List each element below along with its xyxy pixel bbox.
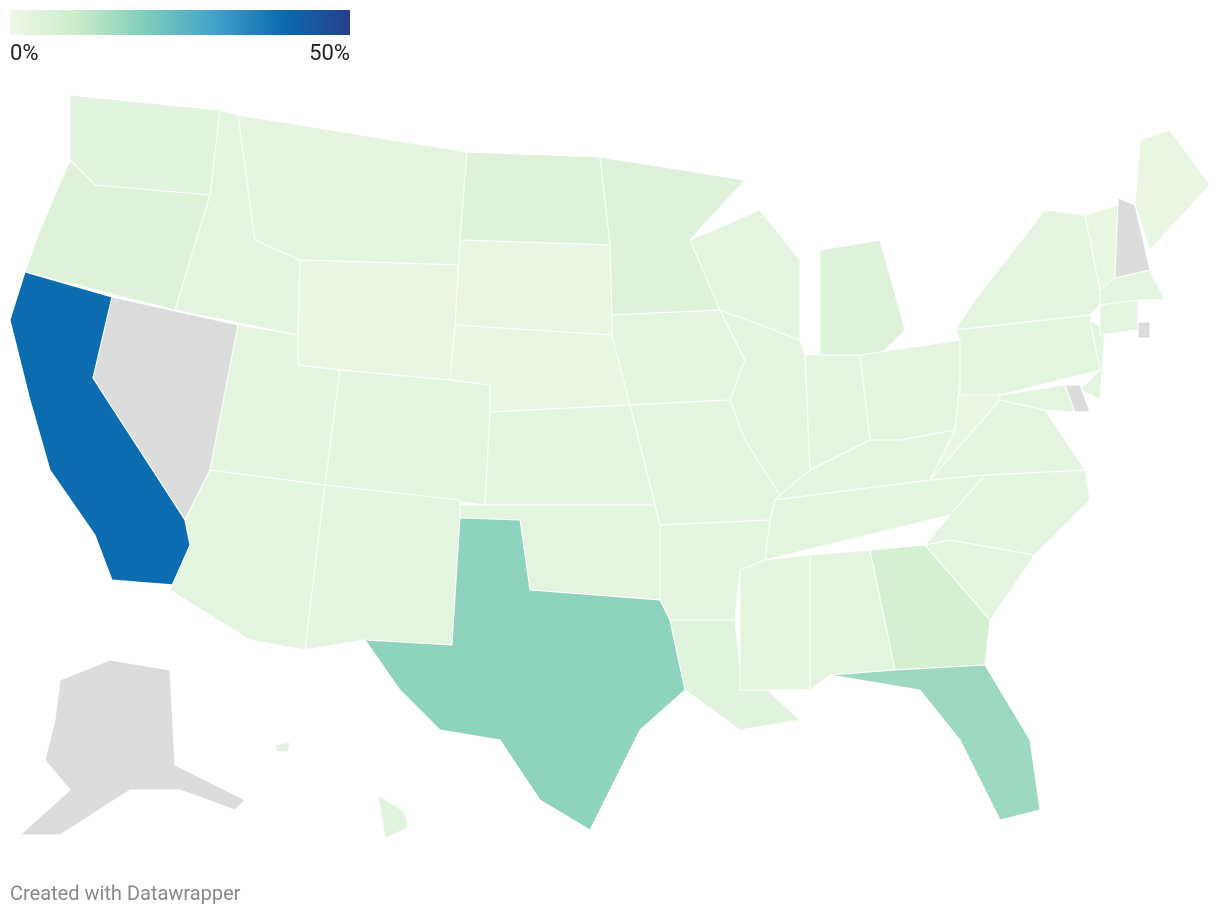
region: [739, 554, 811, 691]
footer: Created with Datawrapper: [10, 881, 241, 905]
region: [869, 544, 991, 671]
region: [819, 239, 906, 356]
region: [669, 619, 801, 731]
legend-label: 0%: [10, 41, 38, 66]
region: [19, 659, 246, 836]
region: [1064, 384, 1091, 413]
region: [274, 741, 291, 753]
region: [69, 94, 221, 196]
region: [999, 384, 1076, 413]
region: [237, 114, 468, 266]
region: [377, 794, 409, 839]
region: [1134, 129, 1211, 251]
region: [484, 404, 656, 506]
region: [859, 339, 961, 441]
region: [829, 664, 1041, 821]
region: [1137, 321, 1151, 339]
region: [689, 209, 801, 341]
region: [297, 259, 461, 381]
region: [454, 239, 613, 336]
region: [459, 151, 611, 246]
region: [324, 369, 491, 506]
region: [304, 484, 461, 651]
region: [364, 517, 686, 831]
legend-label: 50%: [309, 41, 350, 66]
legend-bar: [10, 10, 350, 35]
region: [611, 309, 746, 406]
region: [954, 209, 1101, 331]
region: [1099, 299, 1139, 336]
